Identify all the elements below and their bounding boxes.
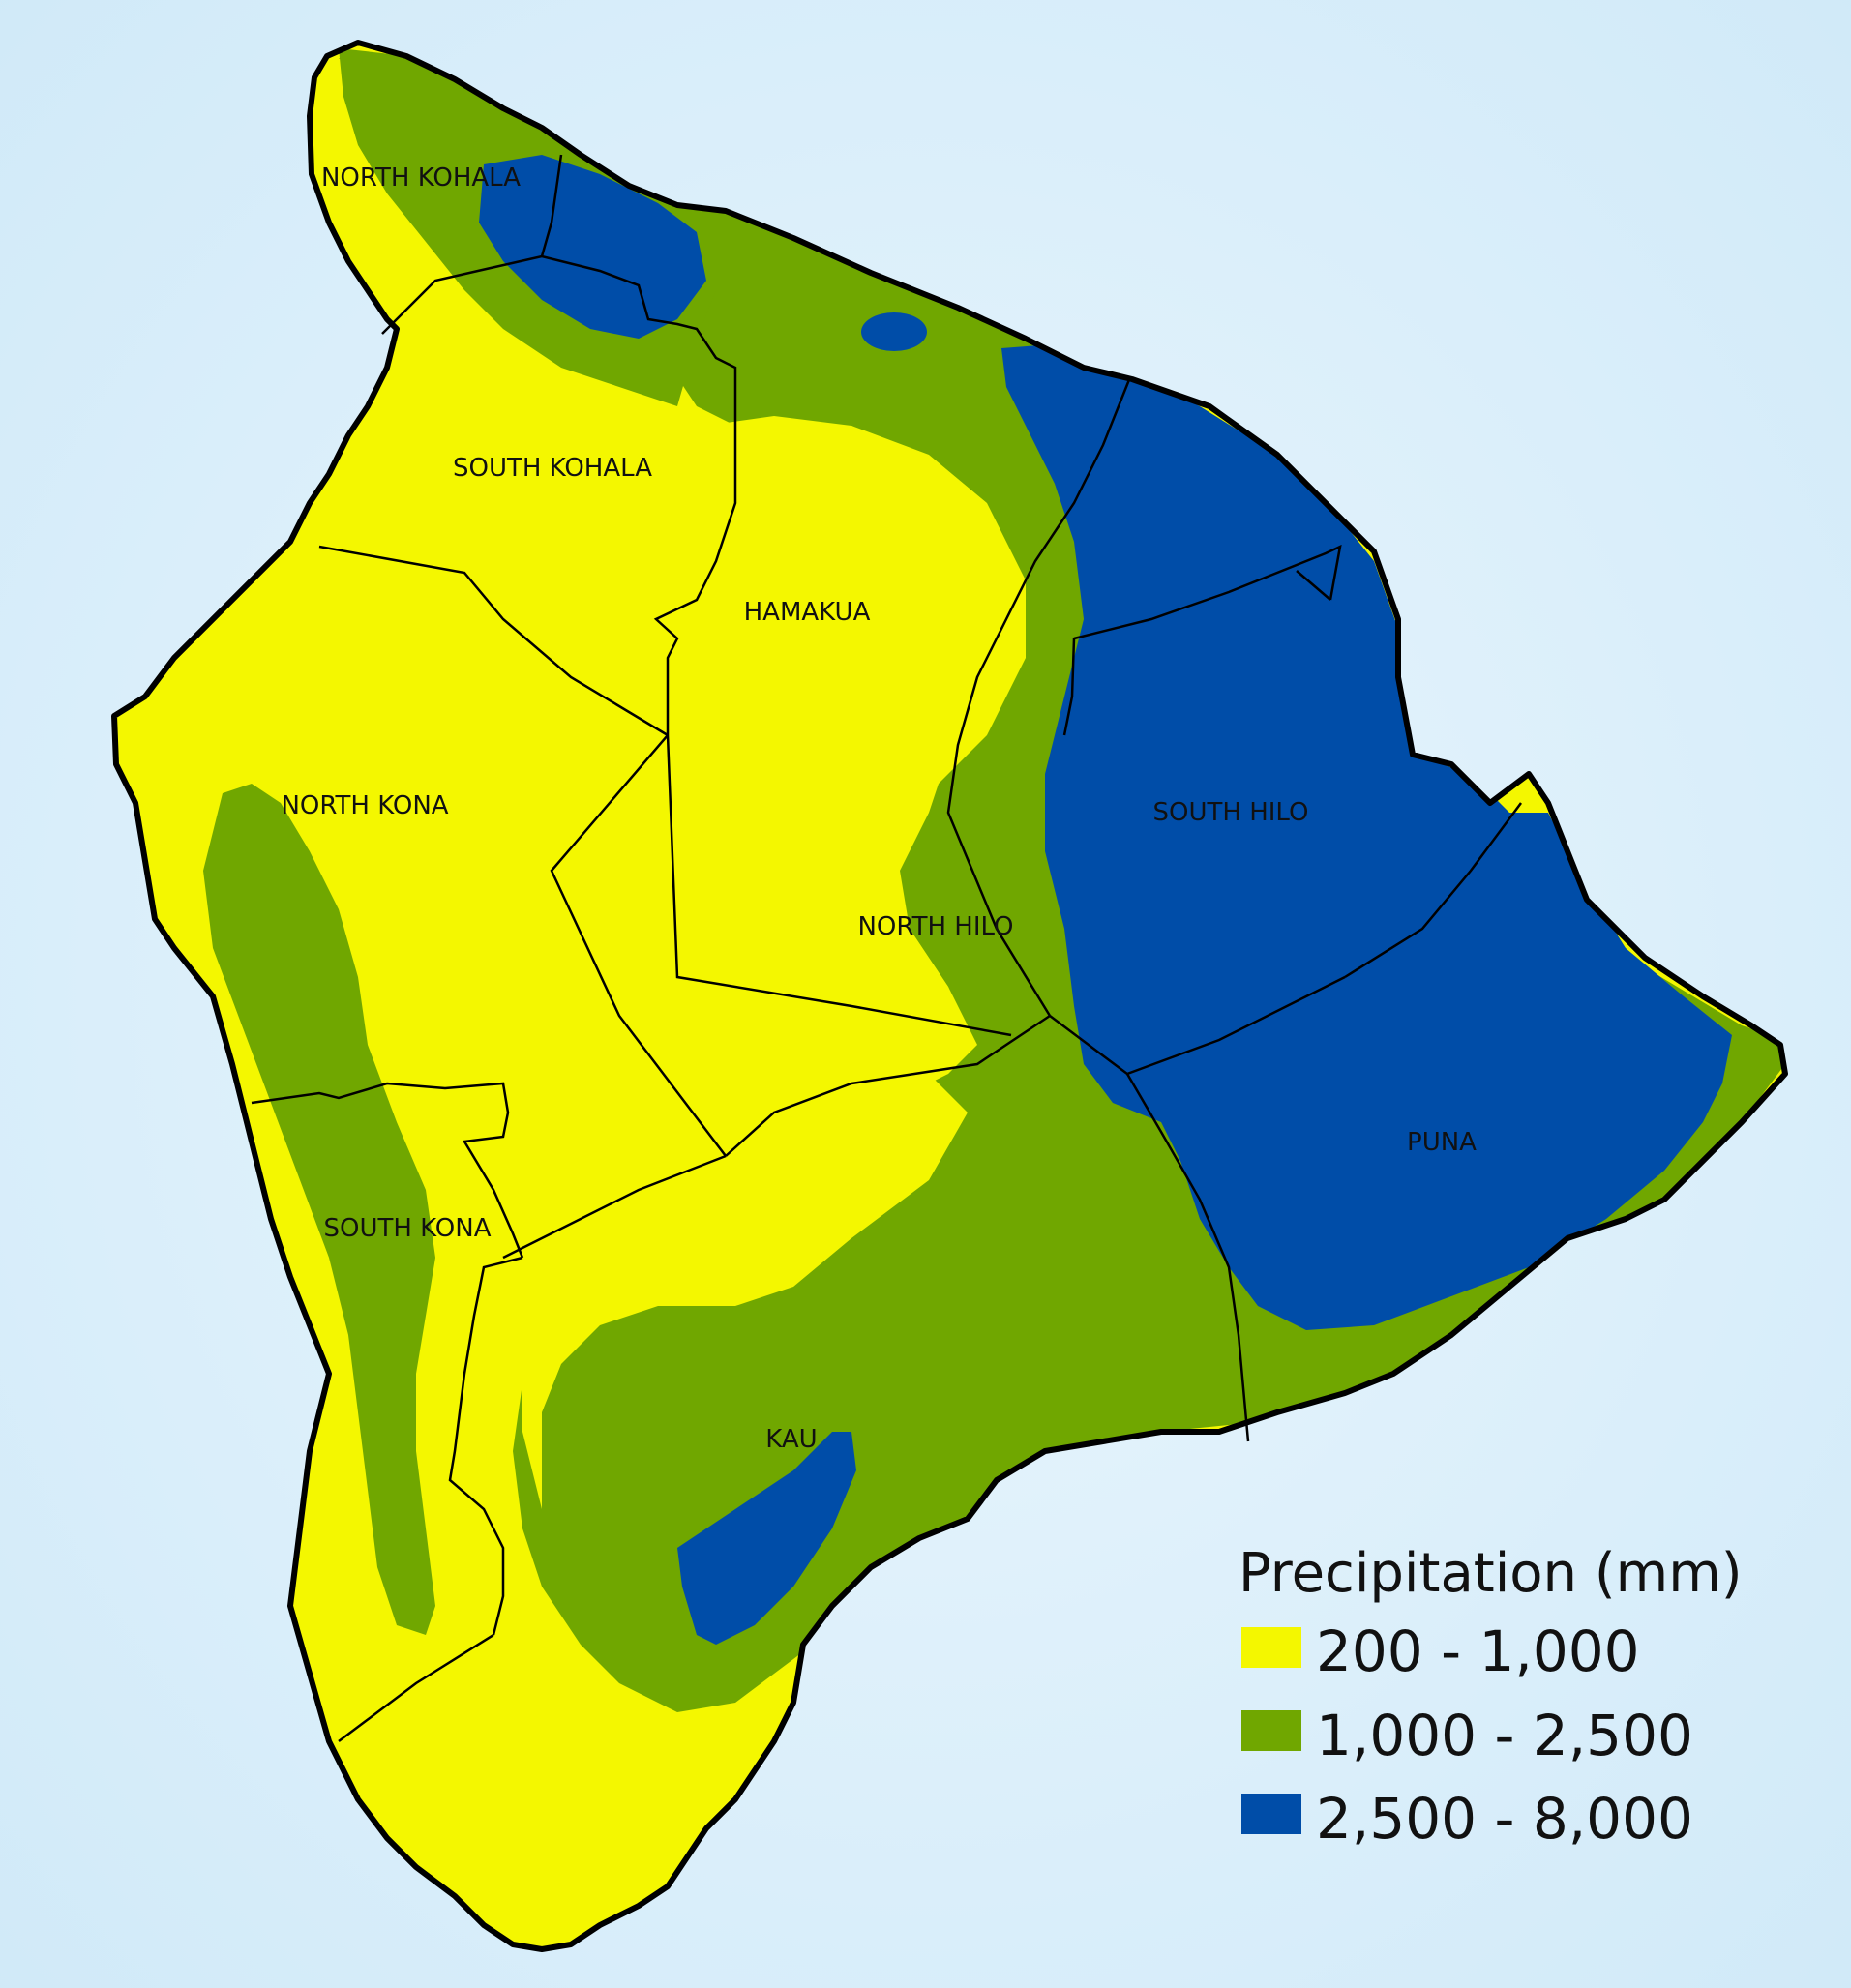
- legend-label-mid: 1,000 - 2,500: [1316, 1703, 1693, 1768]
- zone-high-kau: [677, 1432, 856, 1645]
- zone-high-spot: [861, 312, 927, 351]
- label-south-kohala: SOUTH KOHALA: [453, 454, 652, 483]
- zone-high-hilo-puna: [1001, 343, 1732, 1330]
- zone-low-band: [503, 1074, 968, 1509]
- zone-mid-kona-strip: [203, 784, 435, 1635]
- district-labels: NORTH KOHALA SOUTH KOHALA HAMAKUA NORTH …: [281, 163, 1477, 1454]
- label-north-hilo: NORTH HILO: [857, 912, 1013, 941]
- label-puna: PUNA: [1407, 1128, 1477, 1157]
- legend-swatch-mid: [1241, 1710, 1301, 1751]
- legend-label-low: 200 - 1,000: [1316, 1618, 1640, 1684]
- district-boundaries: [251, 154, 1523, 1742]
- zone-high-kohala: [479, 155, 706, 339]
- label-north-kona: NORTH KONA: [281, 791, 448, 820]
- legend-title: Precipitation (mm): [1239, 1542, 1743, 1605]
- legend-swatch-low: [1241, 1627, 1301, 1668]
- label-kau: KAU: [765, 1425, 817, 1454]
- label-hamakua: HAMAKUA: [744, 598, 871, 627]
- label-south-kona: SOUTH KONA: [323, 1214, 491, 1243]
- label-north-kohala: NORTH KOHALA: [321, 163, 521, 193]
- legend-label-high: 2,500 - 8,000: [1316, 1786, 1693, 1852]
- zone-low-hamakua: [503, 416, 1006, 1219]
- legend-swatch-high: [1241, 1794, 1301, 1834]
- label-south-hilo: SOUTH HILO: [1153, 798, 1309, 827]
- legend: Precipitation (mm) 200 - 1,000 1,000 - 2…: [1239, 1542, 1743, 1852]
